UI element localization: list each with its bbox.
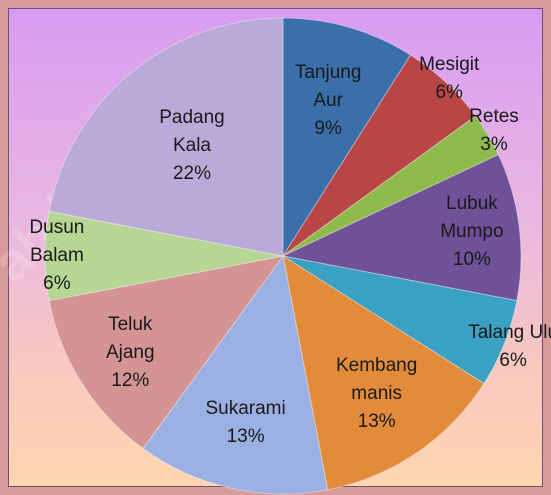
slice-label: Talang Ulu 6% [465, 319, 551, 375]
category-label: Tanjung Aur [294, 61, 362, 111]
category-label: Kembang manis [335, 354, 418, 404]
slice-label: Dusun Balam 6% [9, 214, 105, 298]
slice-label: Tanjung Aur 9% [280, 59, 376, 143]
slice-label: Retes 3% [446, 103, 542, 159]
slice-label: Kembang manis 13% [329, 352, 425, 436]
slice-label: Mesigit 6% [401, 51, 497, 107]
category-label: Sukarami [205, 398, 286, 420]
pie-slice [282, 54, 477, 257]
value-label: 12% [111, 369, 150, 391]
pie-slice [142, 254, 329, 495]
value-label: 13% [357, 410, 396, 432]
pie-slice [44, 210, 284, 302]
value-label: 9% [314, 117, 342, 139]
value-label: 6% [499, 350, 527, 372]
category-label: Retes [469, 106, 519, 128]
value-label: 10% [452, 249, 491, 271]
slice-label: Sukarami 13% [198, 395, 294, 451]
category-label: Teluk Ajang [105, 313, 155, 363]
category-label: Dusun Balam [29, 217, 85, 266]
pie-slice [48, 255, 285, 450]
category-label: Mesigit [419, 54, 480, 76]
pie-slice [281, 153, 522, 302]
category-label: Talang Ulu [468, 322, 551, 344]
pie-slice [48, 17, 284, 257]
slice-label: Teluk Ajang 12% [82, 311, 178, 395]
pie-slice [282, 255, 518, 385]
value-label: 22% [172, 162, 211, 184]
category-label: Padang Kala [159, 106, 225, 156]
pie-slice [282, 254, 485, 491]
slice-label: Lubuk Mumpo 10% [424, 190, 520, 274]
value-label: 6% [43, 273, 71, 294]
slice-label: Padang Kala 22% [144, 104, 240, 188]
category-label: Lubuk Mumpo [440, 193, 504, 243]
pie-slice [282, 17, 412, 258]
value-label: 6% [435, 82, 463, 104]
pie-slice [282, 115, 500, 257]
value-label: 13% [226, 426, 265, 448]
value-label: 3% [480, 134, 508, 156]
